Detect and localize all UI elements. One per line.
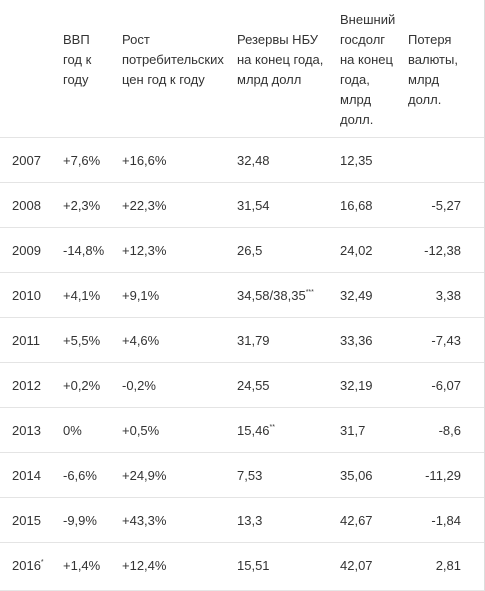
cpi-cell: +43,3% — [122, 513, 167, 528]
year-cell: 2014 — [12, 468, 41, 483]
header-currency-loss: Потеря валюты, млрд долл. — [408, 30, 458, 110]
header-gdp-line: год к — [63, 52, 92, 67]
header-loss-line: Потеря — [408, 32, 452, 47]
reserves-cell: 34,58/38,35*** — [237, 288, 314, 303]
cpi-cell: -0,2% — [122, 378, 156, 393]
header-debt-line: Внешний — [340, 12, 396, 27]
header-cpi-line: потребительских — [122, 52, 224, 67]
header-cpi: Рост потребительских цен год к году — [122, 30, 224, 90]
header-gdp: ВВП год к году — [63, 30, 91, 90]
year-cell: 2015 — [12, 513, 41, 528]
header-cpi-line: Рост — [122, 32, 150, 47]
year-cell: 2011 — [12, 333, 40, 348]
table-row: 2008 +2,3% +22,3% 31,54 16,68 -5,27 — [0, 182, 484, 228]
reserves-cell: 15,51 — [237, 558, 270, 573]
debt-cell: 31,7 — [340, 423, 366, 438]
gdp-cell: -9,9% — [63, 513, 97, 528]
cpi-cell: +9,1% — [122, 288, 160, 303]
table-row: 2011 +5,5% +4,6% 31,79 33,36 -7,43 — [0, 317, 484, 363]
cpi-cell: +0,5% — [122, 423, 160, 438]
header-loss-line: валюты, — [408, 52, 458, 67]
debt-cell: 33,36 — [340, 333, 373, 348]
header-reserves-line: на конец года, — [237, 52, 324, 67]
cpi-cell: +4,6% — [122, 333, 160, 348]
year-cell: 2016* — [12, 558, 44, 573]
header-debt-line: на конец — [340, 52, 393, 67]
cpi-cell: +22,3% — [122, 198, 167, 213]
currency-loss-cell: -8,6 — [438, 423, 461, 438]
gdp-cell: 0% — [63, 423, 82, 438]
year-cell: 2007 — [12, 153, 41, 168]
year-cell: 2008 — [12, 198, 41, 213]
currency-loss-cell: -5,27 — [431, 198, 461, 213]
debt-cell: 42,07 — [340, 558, 373, 573]
header-debt-line: госдолг — [340, 32, 386, 47]
gdp-cell: -6,6% — [63, 468, 97, 483]
gdp-cell: -14,8% — [63, 243, 105, 258]
currency-loss-cell: 2,81 — [435, 558, 461, 573]
cpi-cell: +24,9% — [122, 468, 167, 483]
header-debt: Внешний госдолг на конец года, млрд долл… — [340, 10, 395, 130]
table-row: 2012 +0,2% -0,2% 24,55 32,19 -6,07 — [0, 362, 484, 408]
debt-cell: 12,35 — [340, 153, 373, 168]
gdp-cell: +2,3% — [63, 198, 101, 213]
header-reserves-line: млрд долл — [237, 72, 302, 87]
header-loss-line: долл. — [408, 92, 442, 107]
gdp-cell: +1,4% — [63, 558, 101, 573]
debt-cell: 24,02 — [340, 243, 373, 258]
year-cell: 2013 — [12, 423, 41, 438]
header-reserves-line: Резервы НБУ — [237, 32, 319, 47]
debt-cell: 32,19 — [340, 378, 373, 393]
reserves-cell: 7,53 — [237, 468, 263, 483]
debt-cell: 32,49 — [340, 288, 373, 303]
debt-cell: 35,06 — [340, 468, 373, 483]
table-row: 2016* +1,4% +12,4% 15,51 42,07 2,81 — [0, 542, 484, 588]
header-loss-line: млрд — [408, 72, 440, 87]
reserves-cell: 31,54 — [237, 198, 270, 213]
table-row: 2015 -9,9% +43,3% 13,3 42,67 -1,84 — [0, 497, 484, 543]
gdp-cell: +4,1% — [63, 288, 101, 303]
reserves-cell: 24,55 — [237, 378, 270, 393]
debt-cell: 42,67 — [340, 513, 373, 528]
debt-cell: 16,68 — [340, 198, 373, 213]
year-cell: 2009 — [12, 243, 41, 258]
currency-loss-cell: -7,43 — [431, 333, 461, 348]
currency-loss-cell: -1,84 — [431, 513, 461, 528]
currency-loss-cell: -6,07 — [431, 378, 461, 393]
header-cpi-line: цен год к году — [122, 72, 205, 87]
header-debt-line: млрд — [340, 92, 372, 107]
reserves-cell: 32,48 — [237, 153, 270, 168]
table-row: 2010 +4,1% +9,1% 34,58/38,35*** 32,49 3,… — [0, 272, 484, 318]
table-row: 2007 +7,6% +16,6% 32,48 12,35 — [0, 137, 484, 183]
table-header: ВВП год к году Рост потребительских цен … — [0, 0, 484, 140]
reserves-cell: 26,5 — [237, 243, 263, 258]
table-row: 2009 -14,8% +12,3% 26,5 24,02 -12,38 — [0, 227, 484, 273]
currency-loss-cell: -11,29 — [425, 468, 461, 483]
header-reserves: Резервы НБУ на конец года, млрд долл — [237, 30, 323, 90]
gdp-cell: +7,6% — [63, 153, 101, 168]
year-cell: 2010 — [12, 288, 41, 303]
cpi-cell: +12,4% — [122, 558, 167, 573]
header-gdp-line: ВВП — [63, 32, 90, 47]
currency-loss-cell: 3,38 — [435, 288, 461, 303]
reserves-cell: 15,46** — [237, 423, 275, 438]
header-gdp-line: году — [63, 72, 89, 87]
table-row: 2014 -6,6% +24,9% 7,53 35,06 -11,29 — [0, 452, 484, 498]
currency-loss-cell: -12,38 — [424, 243, 461, 258]
reserves-cell: 13,3 — [237, 513, 263, 528]
reserves-cell: 31,79 — [237, 333, 270, 348]
cpi-cell: +12,3% — [122, 243, 167, 258]
year-cell: 2012 — [12, 378, 41, 393]
gdp-cell: +0,2% — [63, 378, 101, 393]
header-debt-line: долл. — [340, 112, 374, 127]
cpi-cell: +16,6% — [122, 153, 167, 168]
gdp-cell: +5,5% — [63, 333, 101, 348]
table-row: 2013 0% +0,5% 15,46** 31,7 -8,6 — [0, 407, 484, 453]
header-debt-line: года, — [340, 72, 370, 87]
